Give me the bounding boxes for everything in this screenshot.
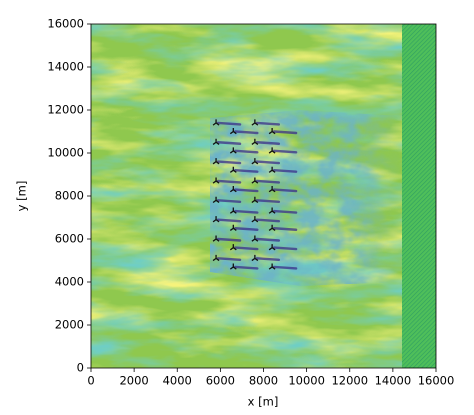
turbine xyxy=(212,196,220,204)
x-tick-label: 14000 xyxy=(375,374,412,388)
wake-streak xyxy=(234,246,259,251)
y-tick-label: 0 xyxy=(77,361,84,375)
turbine xyxy=(229,224,237,231)
wake-streak xyxy=(234,227,259,231)
turbine xyxy=(229,128,237,135)
turbine xyxy=(229,147,237,154)
wake-streak xyxy=(255,199,281,203)
wake-streak xyxy=(216,179,242,184)
turbine xyxy=(268,128,276,135)
turbine xyxy=(212,254,220,262)
fringe-region xyxy=(402,24,436,368)
x-tick-label: 10000 xyxy=(288,374,325,388)
turbine xyxy=(229,207,237,214)
turbine xyxy=(251,235,259,242)
wake-streak xyxy=(255,257,281,262)
y-tick-label: 12000 xyxy=(47,103,84,117)
turbine xyxy=(212,158,220,165)
wake-streak xyxy=(234,130,259,135)
wake-streak xyxy=(272,265,298,270)
turbine xyxy=(251,158,259,165)
wake-streak xyxy=(272,209,298,214)
turbine xyxy=(212,235,220,242)
turbine xyxy=(251,216,259,223)
turbine xyxy=(251,138,259,145)
turbine xyxy=(268,244,276,251)
flow-field xyxy=(91,24,436,368)
y-tick-label: 2000 xyxy=(55,318,84,332)
wake-streak xyxy=(272,227,298,231)
turbine xyxy=(212,138,220,145)
x-tick-label: 12000 xyxy=(331,374,368,388)
wake-streak xyxy=(216,218,242,223)
wake-streak xyxy=(272,149,298,154)
turbine xyxy=(229,263,237,270)
wake-streak xyxy=(272,169,298,173)
wake-streak xyxy=(216,199,242,203)
turbine xyxy=(251,254,259,262)
turbine xyxy=(268,207,276,214)
wake-streak xyxy=(216,237,242,242)
turbine xyxy=(251,177,259,184)
wake-streak xyxy=(216,160,242,165)
y-axis-label: y [m] xyxy=(15,181,29,212)
wake-streak xyxy=(255,160,281,165)
y-tick-label: 8000 xyxy=(55,189,84,203)
wake-streak xyxy=(255,179,281,184)
wake-streak xyxy=(216,257,242,262)
wake-streak xyxy=(272,188,298,193)
x-tick-label: 4000 xyxy=(163,374,192,388)
x-tick-label: 0 xyxy=(87,374,94,388)
turbine xyxy=(229,166,237,173)
y-tick-label: 4000 xyxy=(55,275,84,289)
turbine xyxy=(268,147,276,154)
wake-streak xyxy=(234,149,259,154)
turbine xyxy=(268,186,276,193)
x-tick-label: 2000 xyxy=(119,374,148,388)
y-tick-label: 6000 xyxy=(55,232,84,246)
wake-streak xyxy=(255,218,281,223)
wake-streak xyxy=(216,141,242,145)
turbine xyxy=(268,166,276,173)
wake-streak xyxy=(234,188,259,193)
x-axis-label: x [m] xyxy=(248,395,279,409)
wake-streak xyxy=(272,246,298,251)
wake-streak xyxy=(255,141,281,145)
wake-streak xyxy=(234,209,259,214)
turbine xyxy=(229,186,237,193)
wake-streak xyxy=(255,121,281,126)
x-tick-label: 16000 xyxy=(418,374,455,388)
wake-streak xyxy=(234,265,259,270)
turbine xyxy=(212,177,220,184)
turbine xyxy=(251,119,259,126)
turbine xyxy=(251,196,259,204)
turbine xyxy=(212,119,220,126)
y-tick-label: 10000 xyxy=(47,146,84,160)
wake-streak xyxy=(216,121,242,126)
wake-streak xyxy=(255,237,281,242)
turbine xyxy=(268,263,276,270)
x-tick-label: 6000 xyxy=(206,374,235,388)
turbine xyxy=(212,216,220,223)
y-tick-label: 16000 xyxy=(47,17,84,31)
turbine xyxy=(229,244,237,251)
turbine xyxy=(268,224,276,231)
wake-streak xyxy=(234,169,259,173)
wake-streak xyxy=(272,130,298,135)
x-tick-label: 8000 xyxy=(249,374,278,388)
y-tick-label: 14000 xyxy=(47,60,84,74)
